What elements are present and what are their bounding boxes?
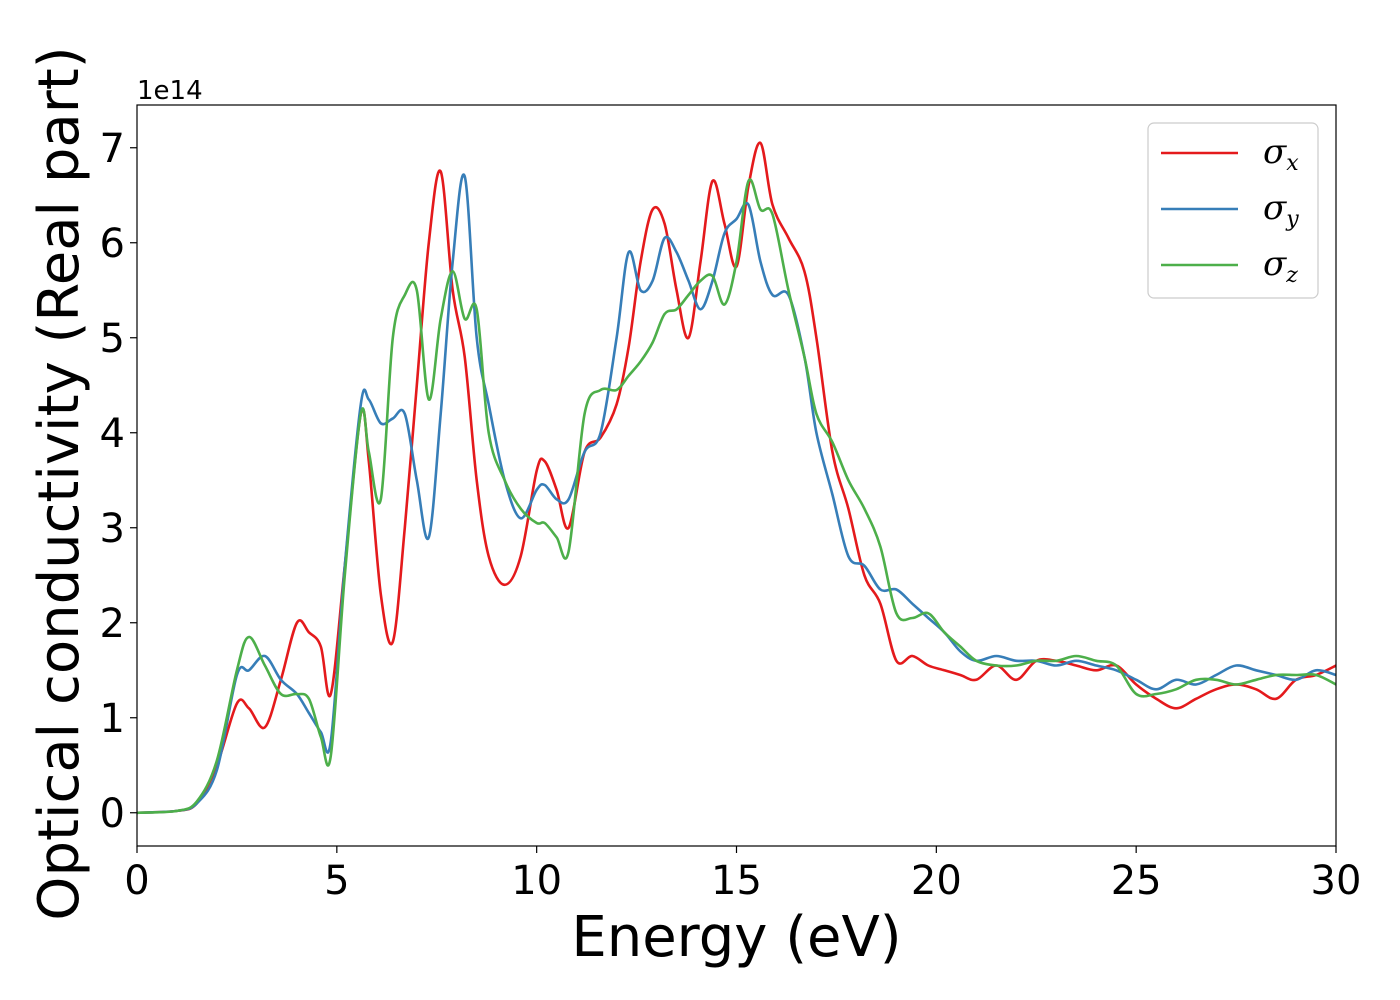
x-tick-label: 25 [1111,858,1162,904]
series-line-3 [137,178,1336,815]
x-tick-label: 5 [324,858,349,904]
y-tick-label: 0 [100,791,125,837]
y-tick-label: 3 [100,506,125,552]
legend-entry: σz [1263,244,1298,288]
legend: σx σy σz [1147,122,1319,299]
legend-entry: σx [1263,132,1299,176]
x-tick-label: 20 [911,858,962,904]
y-tick-label: 1 [100,696,125,742]
x-axis-label: Energy (eV) [571,905,901,970]
legend-box [1147,122,1319,299]
y-offset-label: 1e14 [137,76,203,106]
y-tick-label: 4 [100,411,125,457]
axes-layer: 0 5 10 15 20 25 30 0 1 2 3 4 5 6 7 [100,104,1362,904]
x-tick-label: 0 [124,858,149,904]
y-tick-label: 5 [100,316,125,362]
y-tick-label: 2 [100,601,125,647]
y-tick-label: 7 [100,126,125,172]
y-axis-label: Optical conductivity (Real part) [27,46,92,920]
x-tick-label: 30 [1311,858,1362,904]
y-tick-label: 6 [100,221,125,267]
x-tick-label: 15 [711,858,762,904]
x-tick-label: 10 [511,858,562,904]
series-layer [137,141,1336,815]
legend-entry: σy [1263,188,1299,232]
